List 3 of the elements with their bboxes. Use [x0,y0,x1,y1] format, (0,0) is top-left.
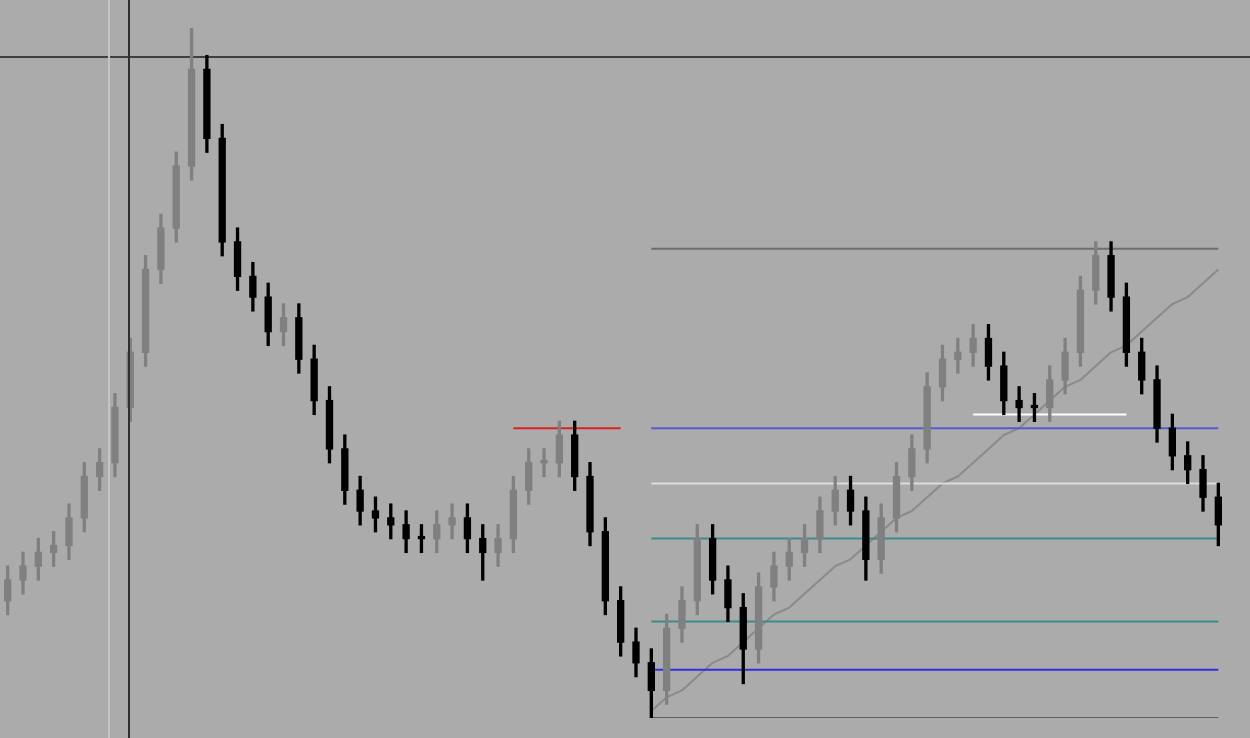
candlestick [448,503,456,540]
candlestick [1015,386,1023,422]
candlestick [540,448,548,478]
